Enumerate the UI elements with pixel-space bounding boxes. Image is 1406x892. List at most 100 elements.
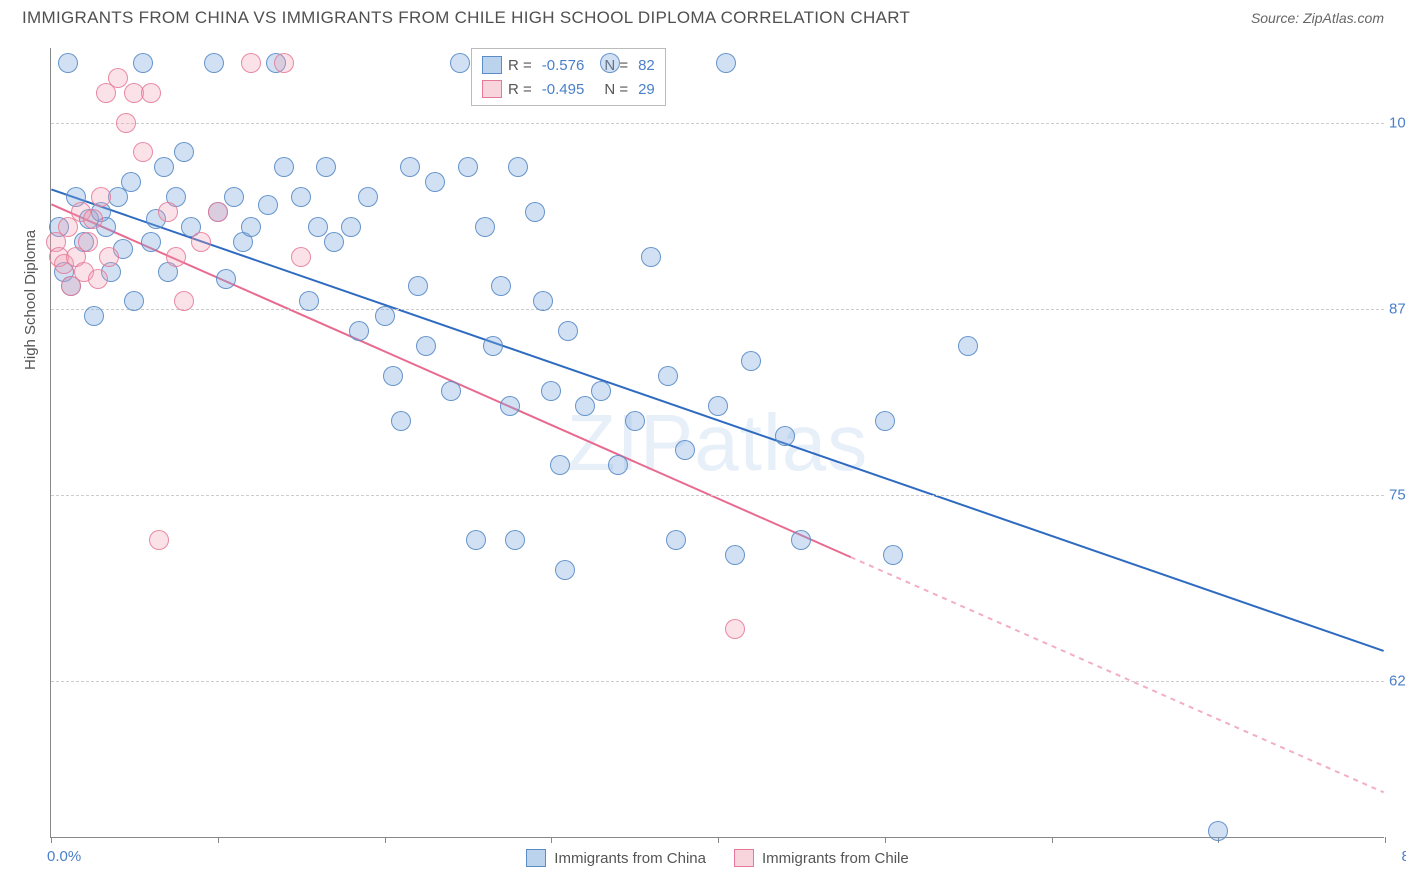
data-point <box>258 195 278 215</box>
y-tick-label: 87.5% <box>1389 300 1406 317</box>
data-point <box>666 530 686 550</box>
data-point <box>291 187 311 207</box>
x-tick <box>718 837 719 843</box>
data-point <box>508 157 528 177</box>
data-point <box>775 426 795 446</box>
gridline <box>51 495 1384 496</box>
data-point <box>558 321 578 341</box>
data-point <box>154 157 174 177</box>
data-point <box>241 53 261 73</box>
data-point <box>541 381 561 401</box>
legend-item: Immigrants from Chile <box>734 849 909 867</box>
data-point <box>391 411 411 431</box>
data-point <box>108 68 128 88</box>
data-point <box>505 530 525 550</box>
data-point <box>458 157 478 177</box>
legend-label: Immigrants from Chile <box>762 850 909 867</box>
r-value: -0.576 <box>542 57 585 74</box>
data-point <box>500 396 520 416</box>
data-point <box>191 232 211 252</box>
data-point <box>58 53 78 73</box>
x-tick <box>1385 837 1386 843</box>
data-point <box>133 53 153 73</box>
legend-swatch <box>526 849 546 867</box>
y-tick-label: 75.0% <box>1389 487 1406 504</box>
gridline <box>51 681 1384 682</box>
data-point <box>375 306 395 326</box>
scatter-chart: ZIPatlas R =-0.576N =82R =-0.495N =29 Im… <box>50 48 1384 838</box>
data-point <box>141 83 161 103</box>
data-point <box>84 306 104 326</box>
x-tick <box>51 837 52 843</box>
data-point <box>958 336 978 356</box>
data-point <box>475 217 495 237</box>
data-point <box>483 336 503 356</box>
legend-item: Immigrants from China <box>526 849 706 867</box>
data-point <box>408 276 428 296</box>
data-point <box>716 53 736 73</box>
data-point <box>299 291 319 311</box>
correlation-legend: R =-0.576N =82R =-0.495N =29 <box>471 48 666 106</box>
data-point <box>450 53 470 73</box>
data-point <box>675 440 695 460</box>
gridline <box>51 123 1384 124</box>
data-point <box>883 545 903 565</box>
x-tick <box>1052 837 1053 843</box>
data-point <box>349 321 369 341</box>
data-point <box>141 232 161 252</box>
data-point <box>875 411 895 431</box>
data-point <box>274 157 294 177</box>
legend-swatch <box>482 56 502 74</box>
data-point <box>208 202 228 222</box>
y-tick-label: 62.5% <box>1389 673 1406 690</box>
x-tick <box>885 837 886 843</box>
data-point <box>575 396 595 416</box>
series-legend: Immigrants from China Immigrants from Chi… <box>51 849 1384 867</box>
data-point <box>416 336 436 356</box>
data-point <box>441 381 461 401</box>
data-point <box>88 269 108 289</box>
data-point <box>158 202 178 222</box>
n-label: N = <box>604 81 628 98</box>
data-point <box>78 232 98 252</box>
data-point <box>400 157 420 177</box>
data-point <box>274 53 294 73</box>
data-point <box>1208 821 1228 841</box>
data-point <box>83 209 103 229</box>
x-axis-min-label: 0.0% <box>47 848 81 865</box>
legend-label: Immigrants from China <box>554 850 706 867</box>
x-tick <box>218 837 219 843</box>
data-point <box>525 202 545 222</box>
data-point <box>658 366 678 386</box>
legend-swatch <box>482 80 502 98</box>
data-point <box>608 455 628 475</box>
data-point <box>124 291 144 311</box>
data-point <box>341 217 361 237</box>
legend-swatch <box>734 849 754 867</box>
x-tick <box>385 837 386 843</box>
x-tick <box>551 837 552 843</box>
legend-row: R =-0.576N =82 <box>482 53 655 77</box>
y-tick-label: 100.0% <box>1389 114 1406 131</box>
data-point <box>174 291 194 311</box>
x-axis-max-label: 80.0% <box>1401 848 1406 865</box>
n-value: 82 <box>638 57 655 74</box>
r-value: -0.495 <box>542 81 585 98</box>
data-point <box>149 530 169 550</box>
data-point <box>491 276 511 296</box>
r-label: R = <box>508 57 532 74</box>
data-point <box>116 113 136 133</box>
data-point <box>708 396 728 416</box>
data-point <box>358 187 378 207</box>
data-point <box>241 217 261 237</box>
trend-lines <box>51 48 1384 837</box>
data-point <box>533 291 553 311</box>
chart-source: Source: ZipAtlas.com <box>1251 10 1384 26</box>
chart-title: IMMIGRANTS FROM CHINA VS IMMIGRANTS FROM… <box>22 8 910 28</box>
data-point <box>550 455 570 475</box>
data-point <box>316 157 336 177</box>
y-axis-label: High School Diploma <box>22 230 39 370</box>
data-point <box>224 187 244 207</box>
data-point <box>121 172 141 192</box>
r-label: R = <box>508 81 532 98</box>
